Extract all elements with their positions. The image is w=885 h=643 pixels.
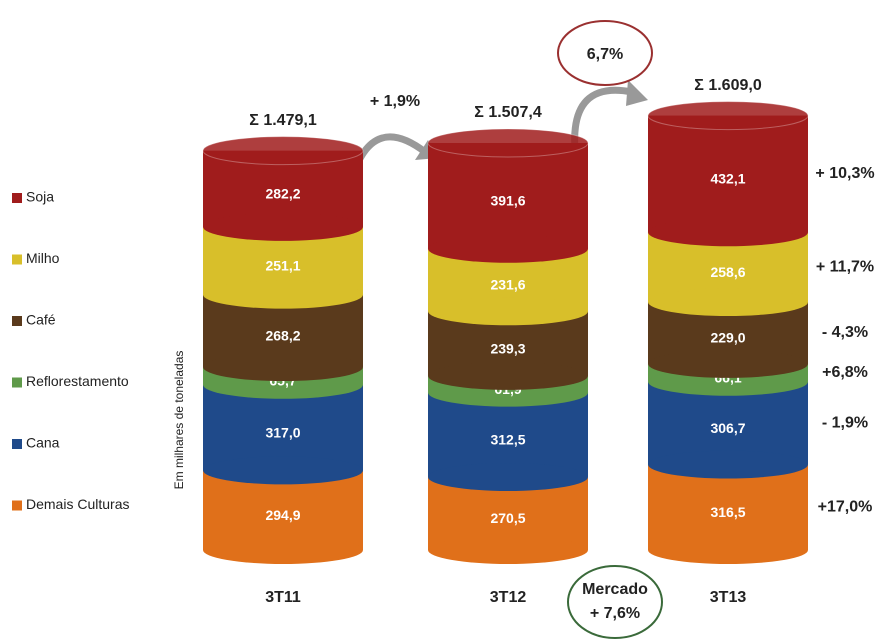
value-label: 306,7	[710, 420, 745, 436]
legend-swatch	[12, 254, 22, 265]
segment-bottom	[428, 234, 588, 263]
value-label: 391,6	[490, 193, 525, 209]
value-label: 239,3	[490, 340, 525, 356]
segment-bottom	[648, 349, 808, 378]
x-tick-label: 3T13	[710, 589, 747, 606]
value-label: 312,5	[490, 431, 525, 447]
segment-bottom	[428, 536, 588, 564]
change-label: - 1,9%	[822, 414, 868, 431]
legend-swatch	[12, 500, 22, 511]
legend-label: Milho	[26, 250, 60, 266]
legend-swatch	[12, 377, 22, 388]
bar-segment	[428, 143, 588, 249]
market-growth: + 7,6%	[590, 605, 640, 622]
segment-bottom	[203, 212, 363, 241]
value-label: 268,2	[265, 328, 300, 344]
cylinder-top	[427, 128, 589, 158]
value-label: 294,9	[265, 507, 300, 523]
value-label: 231,6	[490, 277, 525, 293]
legend-swatch	[12, 439, 22, 449]
legend-label: Reflorestamento	[26, 373, 129, 389]
value-label: 251,1	[265, 257, 300, 273]
highlight-circle	[567, 565, 663, 639]
value-label: 432,1	[710, 171, 745, 187]
total-label: Σ 1.479,1	[249, 112, 317, 129]
change-label: + 11,7%	[816, 258, 874, 275]
bar-segment	[648, 464, 808, 550]
legend-label: Cana	[26, 435, 60, 451]
value-label: 317,0	[265, 424, 300, 440]
y-axis-label: Em milhares de toneladas	[172, 351, 186, 490]
legend-swatch	[12, 193, 22, 203]
total-label: Σ 1.507,4	[474, 104, 542, 121]
cylinder-top	[202, 136, 364, 166]
value-label: 229,0	[710, 330, 745, 346]
highlight-circle	[557, 20, 653, 86]
legend-swatch	[12, 316, 22, 326]
change-label: - 4,3%	[822, 324, 868, 341]
segment-bottom	[428, 462, 588, 491]
segment-bottom	[203, 456, 363, 485]
segment-bottom	[648, 288, 808, 317]
bar-segment	[648, 115, 808, 233]
cylinder-top	[647, 101, 809, 131]
legend-label: Soja	[26, 189, 54, 205]
value-label: 270,5	[490, 510, 525, 526]
bar-segment	[203, 384, 363, 471]
total-label: Σ 1.609,0	[694, 77, 762, 94]
value-label: 282,2	[265, 185, 300, 201]
value-label: 258,6	[710, 264, 745, 280]
bar-segment	[428, 392, 588, 477]
change-label: +6,8%	[822, 364, 868, 381]
change-label: +17,0%	[818, 498, 873, 515]
segment-bottom	[428, 361, 588, 390]
x-tick-label: 3T11	[265, 589, 301, 606]
segment-bottom	[428, 297, 588, 326]
value-label: 316,5	[710, 504, 745, 520]
legend-label: Café	[26, 312, 56, 328]
segment-bottom	[648, 218, 808, 247]
growth-label: 6,7%	[587, 46, 623, 63]
legend-label: Demais Culturas	[26, 496, 129, 512]
change-label: + 10,3%	[815, 165, 874, 182]
segment-bottom	[203, 353, 363, 382]
segment-bottom	[648, 536, 808, 564]
market-label: Mercado	[582, 581, 648, 598]
arrow-head	[626, 80, 648, 106]
segment-bottom	[203, 536, 363, 564]
segment-bottom	[648, 450, 808, 479]
x-tick-label: 3T12	[490, 589, 527, 606]
segment-bottom	[203, 280, 363, 309]
growth-label: + 1,9%	[370, 93, 420, 110]
